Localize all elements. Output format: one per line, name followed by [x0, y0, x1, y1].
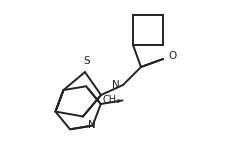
Text: O: O	[167, 51, 176, 61]
Text: N: N	[112, 80, 119, 90]
Text: S: S	[83, 56, 90, 66]
Text: CH₃: CH₃	[102, 95, 120, 105]
Text: N: N	[88, 120, 95, 130]
